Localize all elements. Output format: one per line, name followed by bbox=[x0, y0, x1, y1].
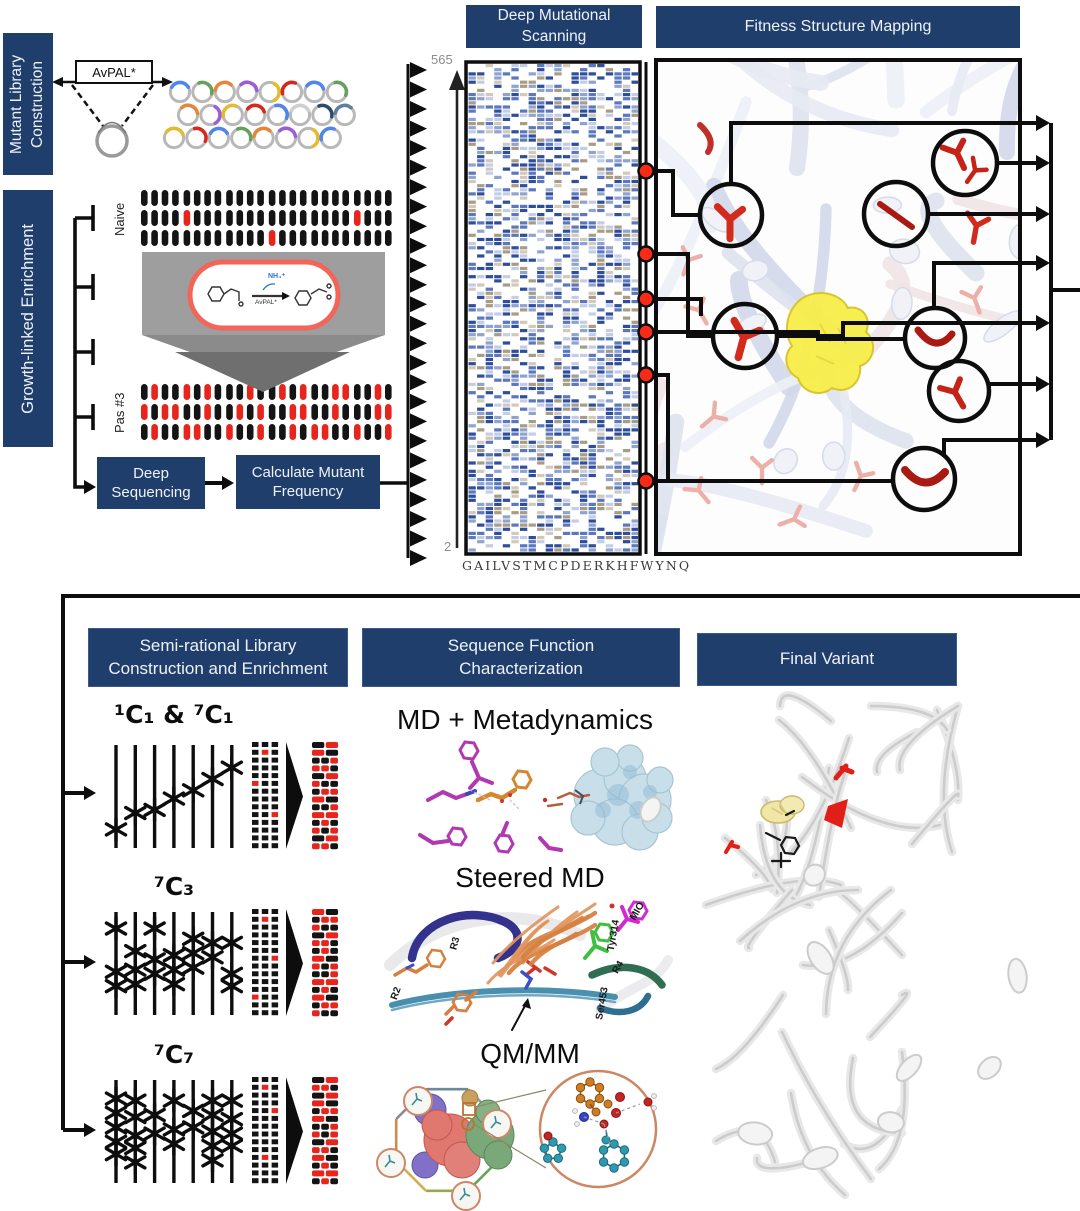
mapped-position-dot bbox=[637, 472, 655, 490]
pas3-label: Pas #3 bbox=[112, 392, 127, 434]
md-metadynamics-sticks bbox=[418, 740, 563, 854]
mapped-position-line bbox=[637, 62, 655, 554]
dms-x-axis-sequence: GAILVSTMCPDERKHFWYNQ bbox=[462, 558, 692, 573]
enzyme-label: AvPAL* bbox=[255, 299, 277, 306]
hotspot-red-residues bbox=[697, 122, 992, 487]
cell-reaction-scheme bbox=[207, 283, 332, 307]
md-metadynamics-title: MD + Metadynamics bbox=[397, 704, 653, 735]
final-variant-ribbons bbox=[639, 691, 1028, 1200]
naive-label: Naive bbox=[112, 202, 127, 236]
passage3-population-pills bbox=[141, 384, 392, 440]
library-label-3: ⁷C₇ bbox=[153, 1040, 195, 1069]
mutation-arrow-column bbox=[406, 62, 427, 566]
qmmm-title: QM/MM bbox=[480, 1038, 580, 1069]
hotspot-circles bbox=[697, 128, 1000, 513]
selected-residue-exit-arrows bbox=[1020, 115, 1080, 448]
fsm-header: Fitness Structure Mapping bbox=[656, 6, 1020, 48]
mapped-position-dot bbox=[637, 366, 655, 384]
sidebar-mutant-library: Mutant Library Construction bbox=[3, 33, 53, 175]
naive-population-pills bbox=[141, 190, 392, 246]
selection-plate bbox=[142, 252, 385, 392]
nh4-label: NH₄⁺ bbox=[268, 273, 286, 280]
substrate-yellow-surface bbox=[785, 292, 875, 394]
steered-md-scene bbox=[384, 900, 673, 1031]
dms-header: Deep Mutational Scanning bbox=[466, 5, 642, 48]
mapped-position-dot bbox=[637, 245, 655, 263]
semi-rational-libraries bbox=[104, 742, 339, 1185]
steered-md-title: Steered MD bbox=[455, 862, 605, 893]
qmmm-composite bbox=[376, 1069, 658, 1211]
deep-sequencing-box: Deep Sequencing bbox=[97, 457, 205, 509]
steered-md-ligand-trajectory bbox=[486, 902, 598, 985]
hotspot-connector-lines bbox=[658, 121, 1018, 483]
plasmid-funnel-diagram bbox=[52, 77, 173, 158]
mapped-position-dot bbox=[637, 323, 655, 341]
library-label-2: ⁷C₃ bbox=[153, 872, 195, 901]
workflow-arrows bbox=[205, 476, 407, 490]
passage-bracket bbox=[73, 205, 96, 494]
final-variant-details bbox=[724, 763, 855, 869]
avpal-gene-box: AvPAL* bbox=[75, 60, 153, 84]
plasmid-library-grid bbox=[162, 80, 356, 150]
library-label-1: ¹C₁ & ⁷C₁ bbox=[114, 700, 234, 729]
dms-axis-top: 565 bbox=[431, 52, 453, 67]
calc-mutant-frequency-box: Calculate Mutant Frequency bbox=[236, 455, 380, 509]
md-metadynamics-surface bbox=[542, 744, 674, 851]
dms-y-axis-arrow bbox=[449, 70, 465, 548]
mapped-position-dot bbox=[637, 290, 655, 308]
mapped-position-dot bbox=[637, 162, 655, 180]
sidebar-growth-enrichment: Growth-linked Enrichment bbox=[3, 190, 53, 447]
bottom-section-frame bbox=[61, 594, 1080, 1137]
dms-heatmap-cells bbox=[468, 64, 638, 552]
avpal-gene-label: AvPAL* bbox=[92, 64, 136, 80]
seq-func-header: Sequence Function Characterization bbox=[362, 628, 680, 687]
dms-axis-bottom: 2 bbox=[444, 539, 452, 554]
semi-rational-header: Semi-rational Library Construction and E… bbox=[88, 628, 348, 687]
final-variant-header: Final Variant bbox=[697, 633, 957, 686]
